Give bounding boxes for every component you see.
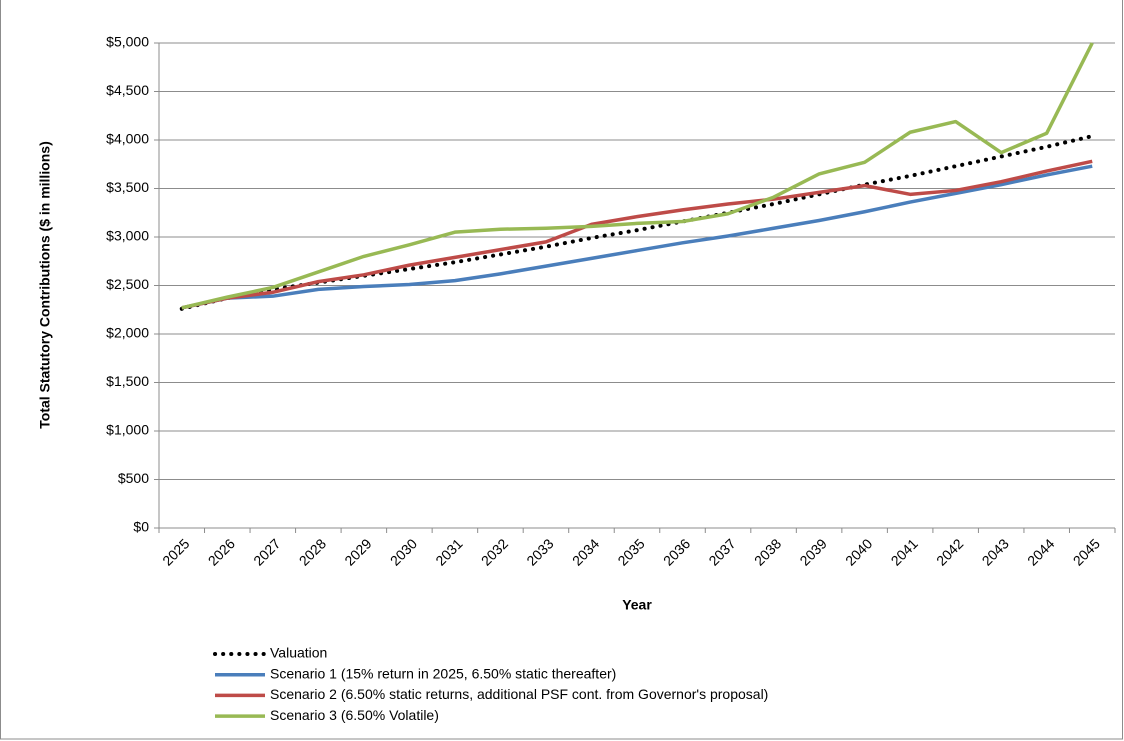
y-tick-label: $1,500 [106,373,149,389]
y-axis-label: Total Statutory Contributions ($ in mill… [37,141,53,429]
x-tick-label: 2044 [1024,535,1057,568]
y-tick-label: $0 [133,519,149,535]
x-tick-label: 2043 [979,535,1012,568]
y-tick-label: $2,500 [106,276,149,292]
x-tick-label: 2034 [569,535,602,568]
y-tick-label: $5,000 [106,34,149,50]
y-tick-label: $4,500 [106,82,149,98]
x-tick-label: 2041 [888,535,921,568]
series-line [181,42,1094,310]
x-axis-label: Year [622,597,652,613]
legend-label: Scenario 3 (6.50% Volatile) [270,707,439,723]
x-tick-label: 2027 [250,535,283,568]
x-tick-label: 2032 [478,535,511,568]
x-tick-label: 2025 [159,535,192,568]
x-tick-label: 2033 [523,535,556,568]
legend-label: Scenario 2 (6.50% static returns, additi… [270,686,768,702]
x-tick-label: 2045 [1070,535,1103,568]
series-line [181,159,1093,310]
y-tick-label: $3,000 [106,228,149,244]
x-tick-label: 2038 [751,535,784,568]
y-tick-label: $2,000 [106,325,149,341]
x-tick-label: 2031 [432,535,465,568]
y-tick-label: $3,500 [106,179,149,195]
x-tick-label: 2030 [387,535,420,568]
x-tick-label: 2029 [341,535,374,568]
series-line [181,164,1093,310]
legend-label: Scenario 1 (15% return in 2025, 6.50% st… [270,665,616,681]
x-tick-label: 2028 [296,535,329,568]
x-tick-label: 2035 [614,535,647,568]
x-tick-label: 2042 [933,535,966,568]
x-tick-label: 2040 [842,535,875,568]
y-tick-label: $500 [118,470,149,486]
x-tick-label: 2039 [796,535,829,568]
x-tick-label: 2036 [660,535,693,568]
y-tick-label: $1,000 [106,422,149,438]
legend-label: Valuation [270,645,327,661]
x-tick-label: 2026 [205,535,238,568]
y-tick-label: $4,000 [106,131,149,147]
x-tick-label: 2037 [705,535,738,568]
